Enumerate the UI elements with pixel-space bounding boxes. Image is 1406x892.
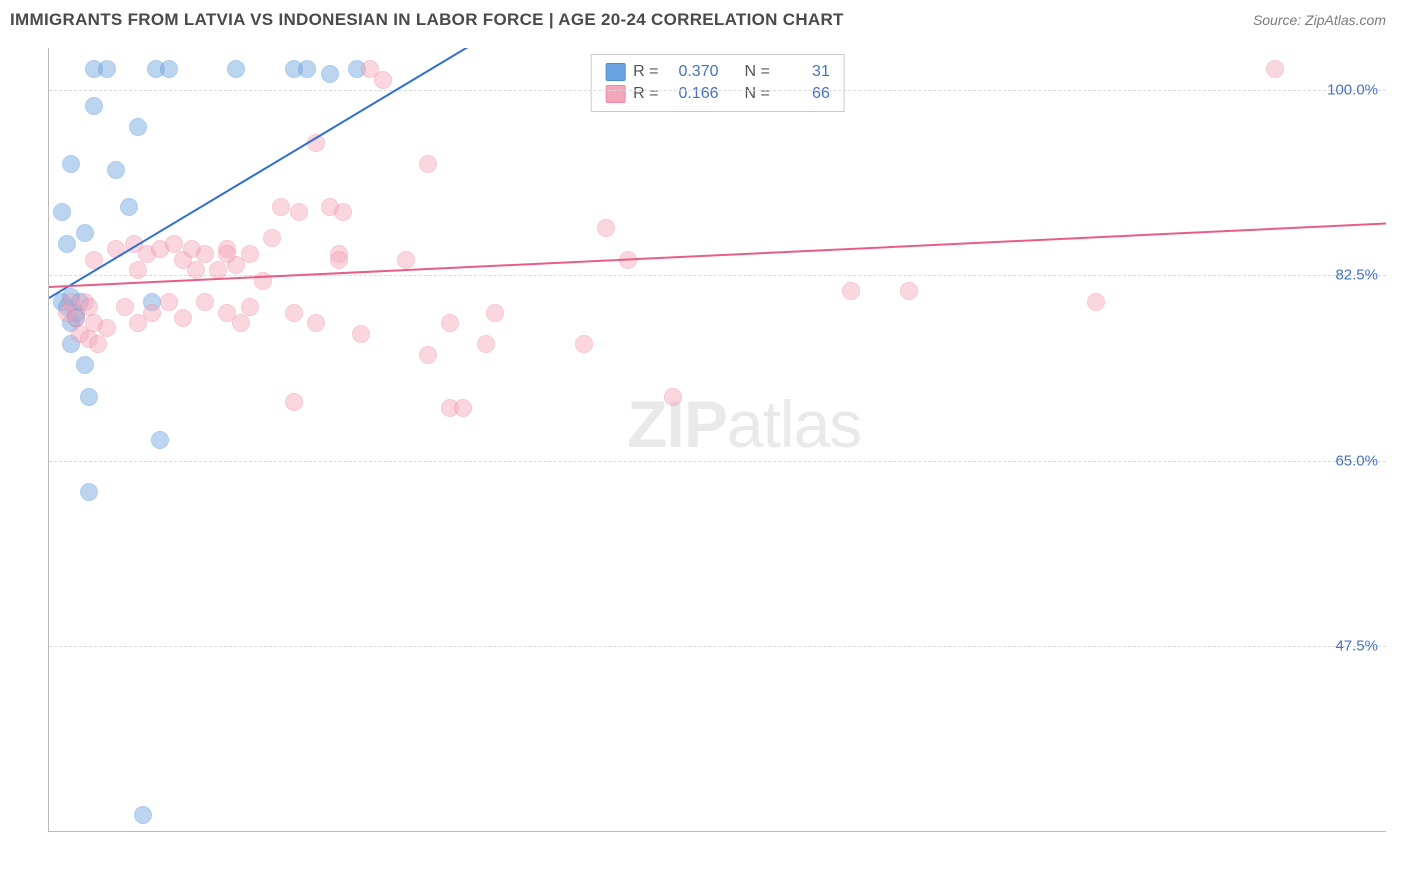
watermark: ZIPatlas [627,386,861,462]
data-point [196,293,214,311]
data-point [76,356,94,374]
legend-row-indonesians: R = 0.166 N = 66 [605,83,830,105]
y-tick-label: 65.0% [1335,452,1378,469]
x-tick [160,831,161,832]
data-point [597,219,615,237]
data-point [151,431,169,449]
data-point [120,198,138,216]
data-point [285,393,303,411]
correlation-legend: R = 0.370 N = 31 R = 0.166 N = 66 [590,54,845,112]
data-point [477,335,495,353]
x-tick [718,831,719,832]
data-point [116,298,134,316]
data-point [307,314,325,332]
data-point [900,282,918,300]
source-label: Source: ZipAtlas.com [1253,12,1386,28]
data-point [80,483,98,501]
data-point [254,272,272,290]
data-point [107,161,125,179]
data-point [263,229,281,247]
data-point [187,261,205,279]
x-tick [1163,831,1164,832]
data-point [165,235,183,253]
data-point [285,304,303,322]
data-point [241,245,259,263]
data-point [330,251,348,269]
data-point [1087,293,1105,311]
x-tick [1275,831,1276,832]
data-point [352,325,370,343]
y-tick-label: 82.5% [1335,267,1378,284]
gridline [49,90,1386,91]
x-tick [829,831,830,832]
data-point [174,309,192,327]
data-point [842,282,860,300]
x-tick [383,831,384,832]
data-point [374,71,392,89]
data-point [160,60,178,78]
data-point [98,319,116,337]
data-point [76,224,94,242]
x-tick [1052,831,1053,832]
chart-title: IMMIGRANTS FROM LATVIA VS INDONESIAN IN … [10,10,844,30]
x-tick [272,831,273,832]
data-point [134,806,152,824]
data-point [298,60,316,78]
data-point [98,60,116,78]
data-point [53,203,71,221]
data-point [397,251,415,269]
y-tick-label: 47.5% [1335,637,1378,654]
data-point [454,399,472,417]
data-point [419,155,437,173]
data-point [232,314,250,332]
data-point [129,118,147,136]
data-point [290,203,308,221]
data-point [129,261,147,279]
data-point [419,346,437,364]
data-point [321,65,339,83]
data-point [129,314,147,332]
legend-row-latvia: R = 0.370 N = 31 [605,61,830,83]
swatch-indonesians [605,85,625,103]
x-tick [606,831,607,832]
data-point [1266,60,1284,78]
data-point [575,335,593,353]
x-tick [940,831,941,832]
data-point [62,155,80,173]
data-point [272,198,290,216]
data-point [58,235,76,253]
data-point [80,388,98,406]
x-tick [49,831,50,832]
data-point [486,304,504,322]
y-tick-label: 100.0% [1327,82,1378,99]
data-point [227,60,245,78]
gridline [49,461,1386,462]
data-point [334,203,352,221]
data-point [85,97,103,115]
swatch-latvia [605,63,625,81]
data-point [218,245,236,263]
data-point [89,335,107,353]
data-point [441,314,459,332]
data-point [160,293,178,311]
x-tick [495,831,496,832]
data-point [664,388,682,406]
scatter-chart: In Labor Force | Age 20-24 ZIPatlas R = … [48,48,1386,832]
data-point [209,261,227,279]
gridline [49,646,1386,647]
